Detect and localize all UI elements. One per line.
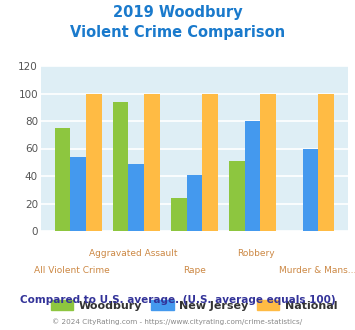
Text: Aggravated Assault: Aggravated Assault [89, 249, 177, 258]
Bar [113, 102, 129, 231]
Bar [129, 164, 144, 231]
Bar [302, 148, 318, 231]
Bar [70, 157, 86, 231]
Text: Violent Crime Comparison: Violent Crime Comparison [70, 25, 285, 40]
Text: Murder & Mans...: Murder & Mans... [279, 266, 355, 275]
Bar [144, 93, 160, 231]
Bar [245, 121, 260, 231]
Text: © 2024 CityRating.com - https://www.cityrating.com/crime-statistics/: © 2024 CityRating.com - https://www.city… [53, 318, 302, 325]
Bar [86, 93, 102, 231]
Text: Compared to U.S. average. (U.S. average equals 100): Compared to U.S. average. (U.S. average … [20, 295, 335, 305]
Text: 2019 Woodbury: 2019 Woodbury [113, 5, 242, 20]
Bar [260, 93, 276, 231]
Text: Rape: Rape [183, 266, 206, 275]
Legend: Woodbury, New Jersey, National: Woodbury, New Jersey, National [51, 301, 338, 311]
Text: Robbery: Robbery [237, 249, 274, 258]
Bar [318, 93, 334, 231]
Bar [55, 128, 70, 231]
Bar [202, 93, 218, 231]
Text: All Violent Crime: All Violent Crime [34, 266, 109, 275]
Bar [229, 161, 245, 231]
Bar [171, 198, 186, 231]
Bar [186, 175, 202, 231]
